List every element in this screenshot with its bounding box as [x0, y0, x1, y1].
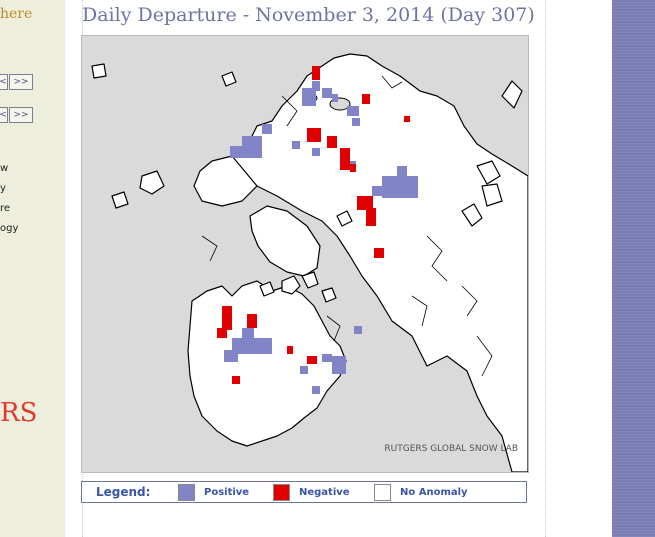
rutgers-logo-text: RS [0, 398, 38, 428]
legend-negative: Negative [299, 487, 350, 498]
next-button[interactable]: >> [9, 74, 33, 90]
europe-landmass [193, 155, 258, 207]
next-button[interactable]: >> [9, 107, 33, 123]
map-legend: Legend: Positive Negative No Anomaly [81, 481, 527, 503]
sidebar-link[interactable]: y [0, 183, 6, 194]
map-credit: RUTGERS GLOBAL SNOW LAB [384, 444, 518, 454]
right-decorative-strip [612, 0, 655, 537]
here-link[interactable]: here [0, 6, 33, 22]
polar-map-svg [91, 53, 528, 472]
page-title: Daily Departure - November 3, 2014 (Day … [82, 4, 535, 26]
negative-swatch [273, 484, 290, 501]
positive-swatch [178, 484, 195, 501]
prev-button[interactable]: < [0, 74, 8, 90]
legend-no-anomaly: No Anomaly [400, 487, 468, 498]
left-sidebar: here < >> < >> w y re ogy RS [0, 0, 66, 537]
sidebar-link[interactable]: ogy [0, 223, 19, 234]
no-anomaly-swatch [374, 484, 391, 501]
greenland-landmass [249, 205, 321, 277]
legend-label: Legend: [96, 485, 151, 499]
north-america-landmass [187, 280, 347, 447]
prev-button[interactable]: < [0, 107, 8, 123]
column-divider [545, 0, 546, 537]
legend-positive: Positive [204, 487, 250, 498]
snow-departure-map: RUTGERS GLOBAL SNOW LAB [81, 35, 529, 473]
sidebar-link[interactable]: re [0, 203, 11, 214]
sidebar-link[interactable]: w [0, 163, 9, 174]
